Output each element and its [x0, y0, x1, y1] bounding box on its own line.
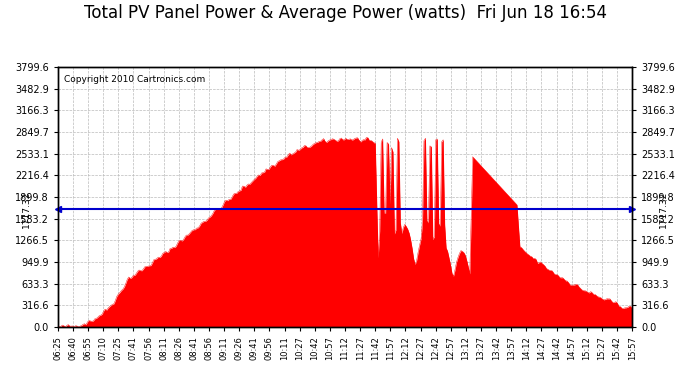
- Text: Copyright 2010 Cartronics.com: Copyright 2010 Cartronics.com: [63, 75, 205, 84]
- Text: Total PV Panel Power & Average Power (watts)  Fri Jun 18 16:54: Total PV Panel Power & Average Power (wa…: [83, 4, 607, 22]
- Text: 1717.32: 1717.32: [659, 191, 668, 228]
- Text: 1717.32: 1717.32: [22, 191, 31, 228]
